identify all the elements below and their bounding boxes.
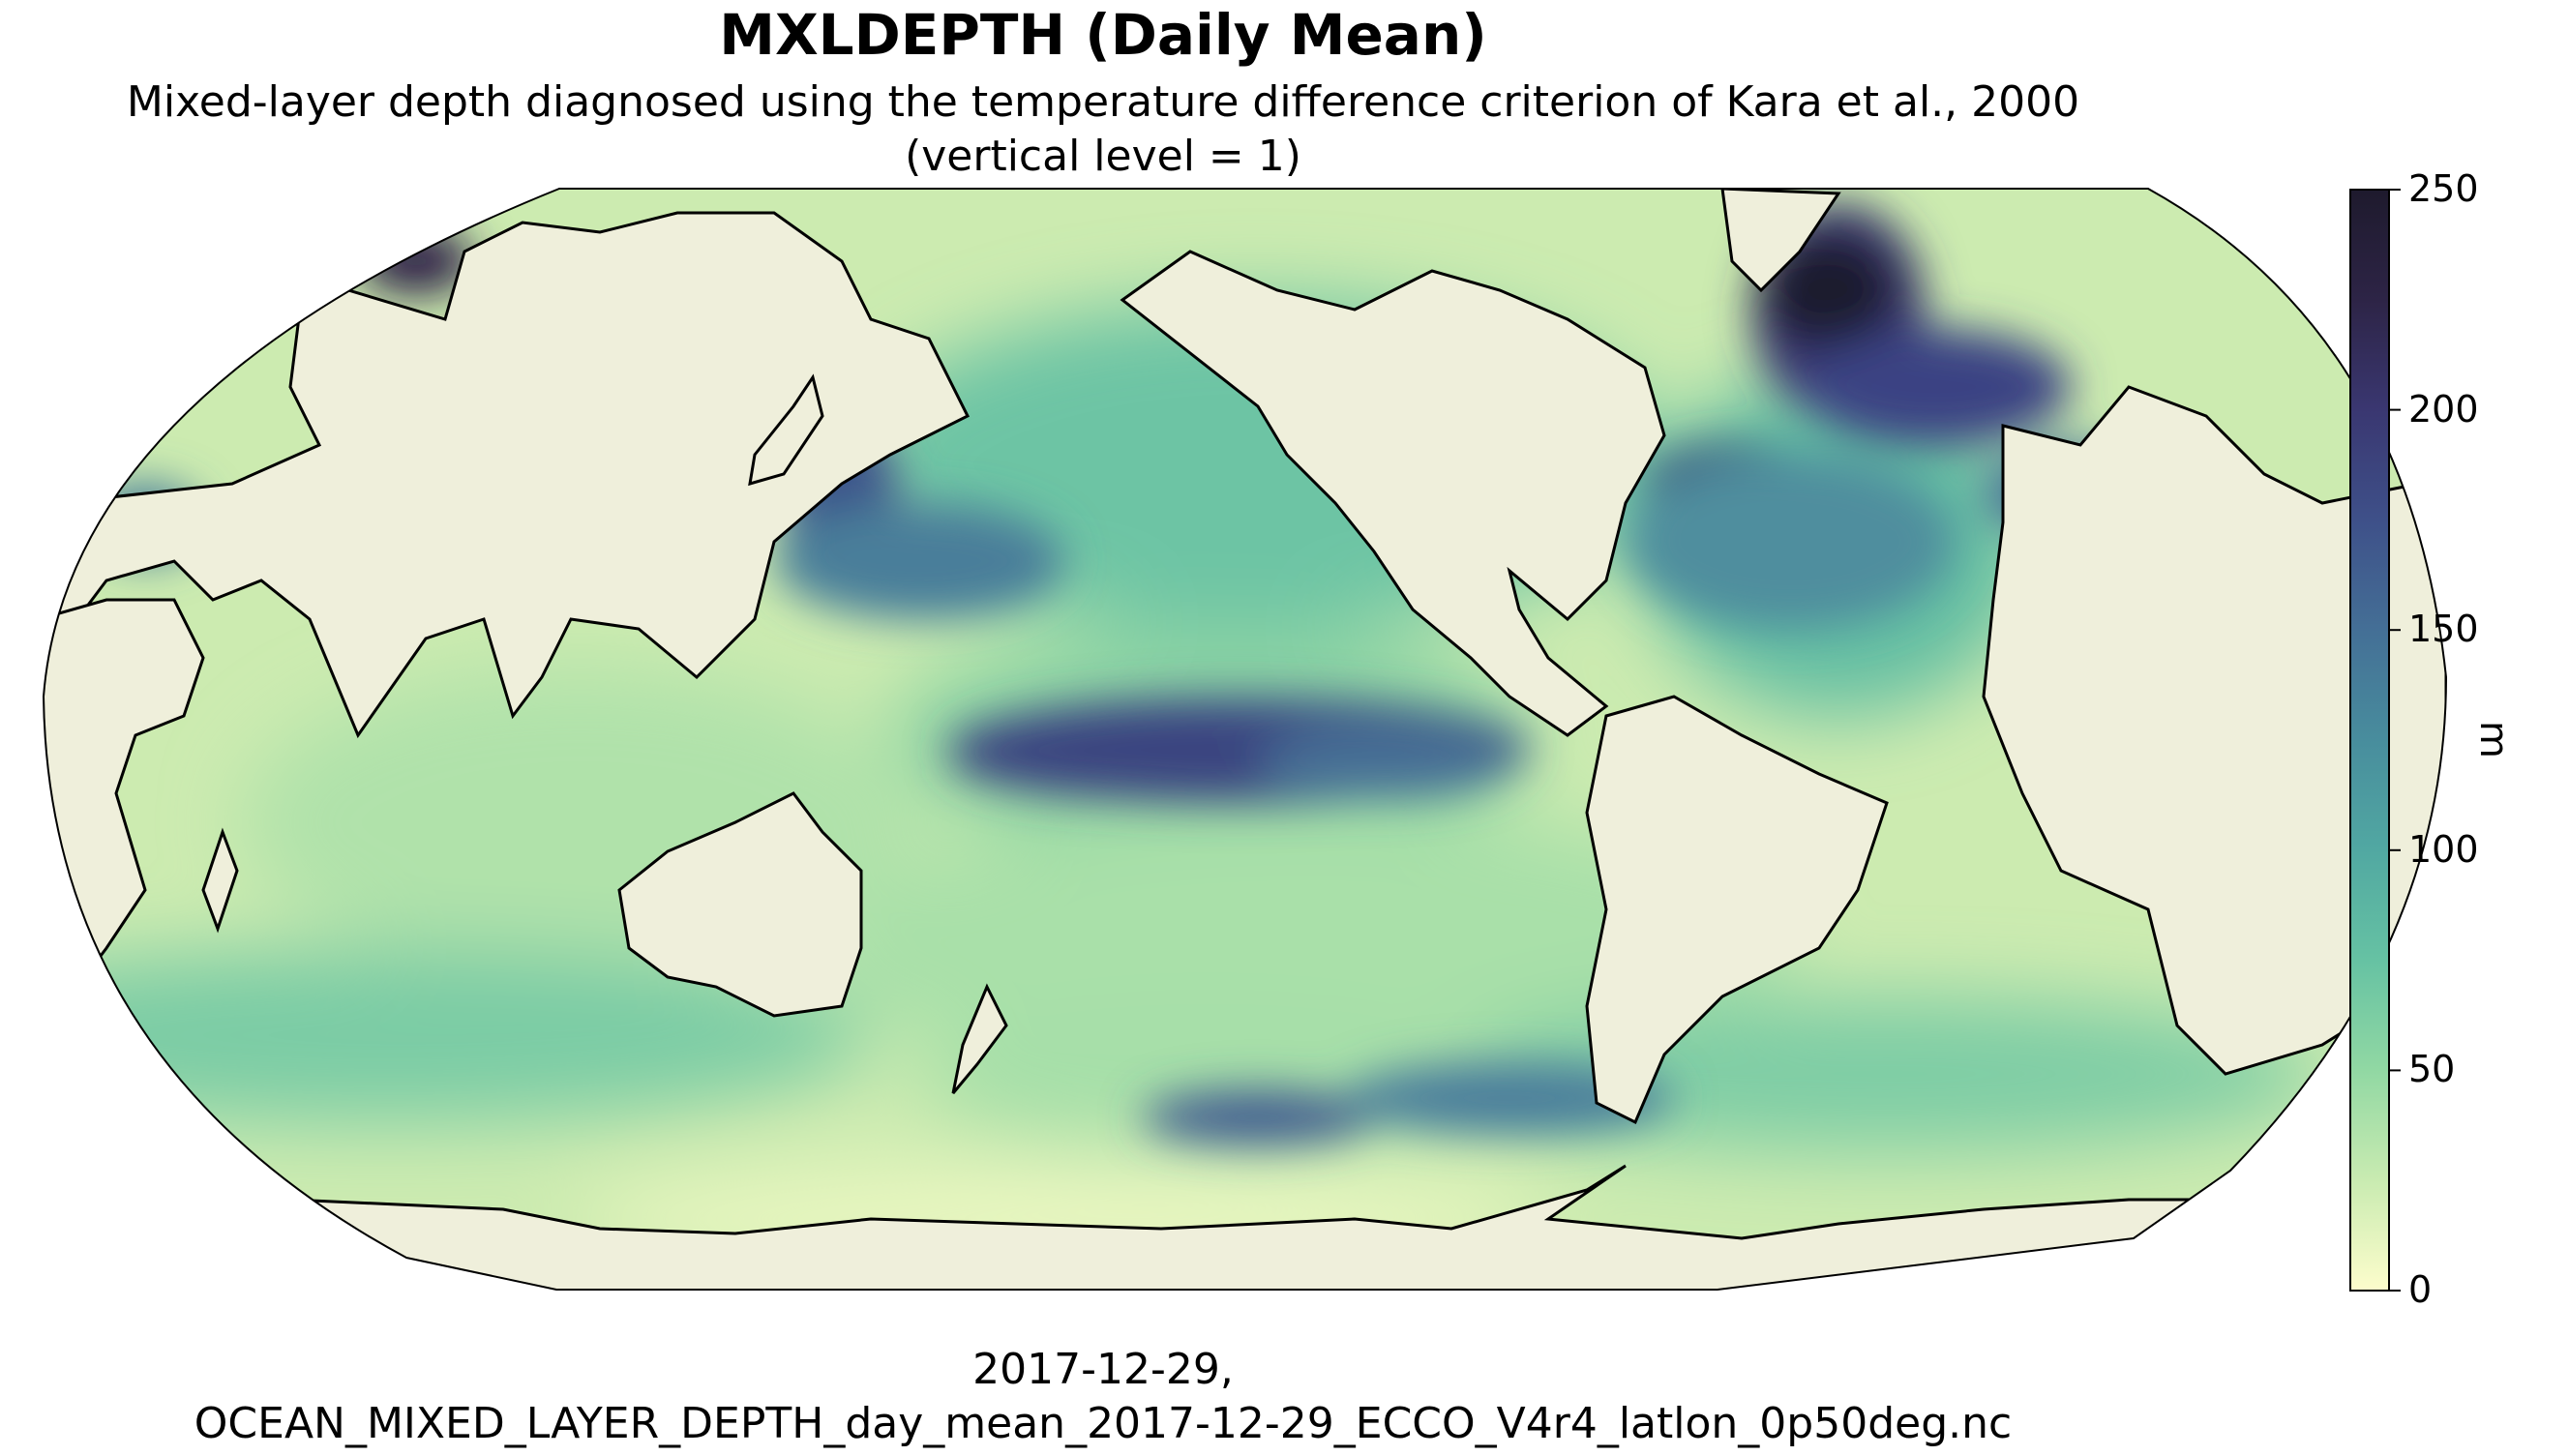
- subtitle-line-1: Mixed-layer depth diagnosed using the te…: [126, 77, 2080, 127]
- north-america-land: [1120, 250, 1666, 737]
- footer-date: 2017-12-29,: [972, 1345, 1234, 1394]
- colorbar-tick-label: 250: [2408, 167, 2479, 210]
- map-subtitle: Mixed-layer depth diagnosed using the te…: [0, 75, 2206, 184]
- footer-filename: OCEAN_MIXED_LAYER_DEPTH_day_mean_2017-12…: [194, 1399, 2013, 1448]
- antarctica-land: [44, 1164, 2446, 1290]
- colorbar-unit-label: m: [2471, 721, 2516, 758]
- colorbar-tick-label: 100: [2408, 827, 2479, 871]
- land-masses: [44, 189, 2446, 1290]
- map-title: MXLDEPTH (Daily Mean): [719, 2, 1487, 68]
- japan-land: [748, 373, 824, 487]
- colorbar-tick-label: 150: [2408, 608, 2479, 651]
- map-footer: 2017-12-29, OCEAN_MIXED_LAYER_DEPTH_day_…: [0, 1343, 2206, 1451]
- eurasia-land: [56, 211, 971, 739]
- colorbar-ticks: [2389, 189, 2401, 1292]
- australia-land: [617, 791, 863, 1018]
- colorbar-tick-label: 200: [2408, 387, 2479, 431]
- colorbar: [2349, 189, 2390, 1292]
- greenland-land: [1720, 189, 1841, 293]
- europe-west-land: [1982, 385, 2446, 1076]
- madagascar-land: [201, 827, 239, 934]
- south-america-land: [1585, 695, 1889, 1125]
- colorbar-tick-label: 50: [2408, 1048, 2456, 1091]
- new-zealand-land: [951, 983, 1008, 1094]
- colorbar-tick-label: 0: [2408, 1268, 2433, 1311]
- subtitle-line-2: (vertical level = 1): [905, 132, 1301, 181]
